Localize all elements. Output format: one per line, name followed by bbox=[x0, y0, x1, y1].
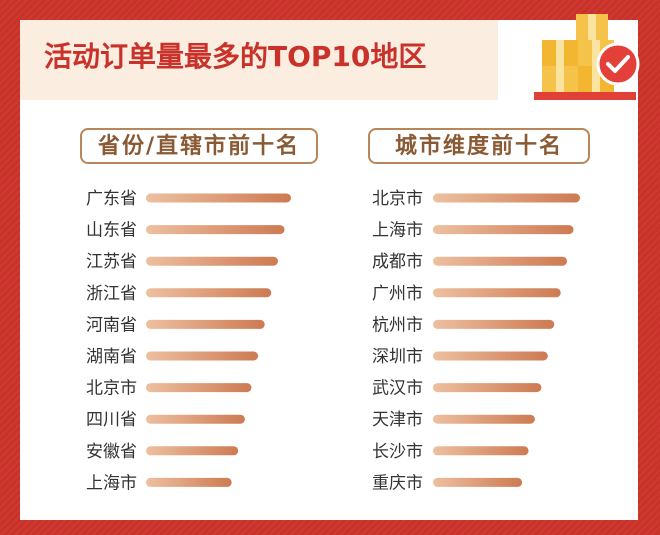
package-boxes-icon bbox=[528, 0, 660, 104]
province-bar bbox=[146, 383, 252, 393]
province-bar bbox=[146, 193, 291, 203]
province-tick-label: 河南省 bbox=[86, 315, 137, 335]
province-tick-label: 四川省 bbox=[86, 410, 137, 430]
city-bar bbox=[433, 446, 529, 456]
title-banner bbox=[20, 20, 498, 100]
province-tick-label: 安徽省 bbox=[86, 442, 137, 462]
city-tick-label: 上海市 bbox=[372, 221, 423, 241]
city-tick-label: 北京市 bbox=[372, 189, 423, 209]
province-tick-label: 广东省 bbox=[86, 189, 137, 209]
city-bar bbox=[433, 193, 580, 203]
province-bar bbox=[146, 414, 245, 424]
province-bar bbox=[146, 446, 239, 456]
province-bar bbox=[146, 288, 272, 298]
city-chart-title: 城市维度前十名 bbox=[368, 128, 590, 164]
city-tick-label: 广州市 bbox=[372, 284, 423, 304]
content-card bbox=[20, 20, 638, 520]
city-tick-label: 长沙市 bbox=[372, 442, 423, 462]
city-tick-label: 天津市 bbox=[372, 410, 423, 430]
province-tick-label: 北京市 bbox=[86, 379, 137, 399]
province-bar bbox=[146, 477, 232, 487]
city-tick-label: 成都市 bbox=[372, 252, 423, 272]
province-chart-title: 省份/直辖市前十名 bbox=[80, 128, 318, 164]
province-tick-label: 浙江省 bbox=[86, 284, 137, 304]
province-bar bbox=[146, 319, 265, 329]
province-bar bbox=[146, 256, 278, 266]
province-bar bbox=[146, 225, 285, 235]
city-bar bbox=[433, 383, 542, 393]
city-tick-label: 深圳市 bbox=[372, 347, 423, 367]
page-title: 活动订单量最多的TOP10地区 bbox=[44, 40, 427, 73]
city-tick-label: 杭州市 bbox=[372, 315, 423, 335]
city-bar bbox=[433, 414, 535, 424]
city-bar bbox=[433, 477, 523, 487]
city-bar bbox=[433, 319, 555, 329]
province-tick-label: 上海市 bbox=[86, 473, 137, 493]
city-bar bbox=[433, 351, 548, 361]
province-bar bbox=[146, 351, 259, 361]
city-bar bbox=[433, 288, 561, 298]
province-tick-label: 江苏省 bbox=[86, 252, 137, 272]
city-bar bbox=[433, 256, 568, 266]
check-badge-icon bbox=[596, 42, 640, 86]
city-tick-label: 武汉市 bbox=[372, 379, 423, 399]
city-tick-label: 重庆市 bbox=[372, 473, 423, 493]
city-bar bbox=[433, 225, 574, 235]
province-tick-label: 湖南省 bbox=[86, 347, 137, 367]
province-tick-label: 山东省 bbox=[86, 221, 137, 241]
